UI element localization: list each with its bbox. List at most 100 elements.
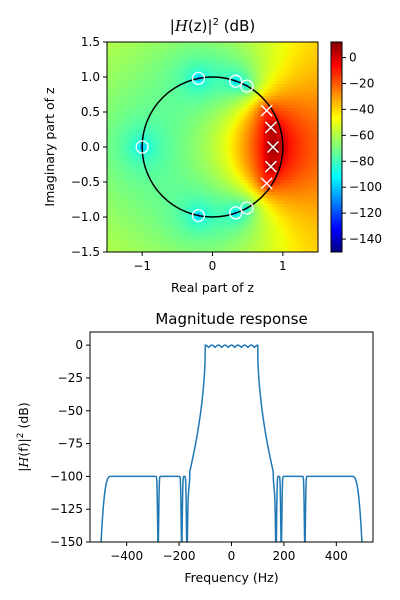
heatmap-cell	[113, 120, 117, 124]
heatmap-cell	[125, 195, 129, 199]
heatmap-cell	[167, 195, 171, 199]
heatmap-cell	[296, 195, 301, 199]
heatmap-cell	[149, 63, 153, 67]
heatmap-cell	[125, 180, 129, 184]
heatmap-cell	[221, 240, 226, 244]
heatmap-cell	[107, 243, 111, 247]
heatmap-cell	[155, 123, 159, 127]
heatmap-cell	[269, 111, 274, 115]
heatmap-cell	[116, 231, 120, 235]
pz-y-tick-label: 1.5	[81, 35, 100, 49]
heatmap-cell	[212, 249, 217, 252]
heatmap-cell	[116, 126, 120, 130]
heatmap-cell	[182, 204, 186, 208]
heatmap-cell	[158, 195, 162, 199]
heatmap-cell	[221, 45, 226, 49]
heatmap-cell	[299, 189, 304, 193]
heatmap-cell	[311, 87, 316, 91]
heatmap-cell	[236, 246, 241, 250]
heatmap-cell	[191, 90, 196, 94]
heatmap-cell	[197, 189, 202, 193]
heatmap-cell	[164, 234, 168, 238]
heatmap-cell	[293, 126, 298, 130]
heatmap-cell	[275, 114, 280, 118]
heatmap-cell	[161, 135, 165, 139]
heatmap-cell	[122, 171, 126, 175]
heatmap-cell	[212, 210, 217, 214]
heatmap-cell	[164, 210, 168, 214]
heatmap-cell	[116, 240, 120, 244]
heatmap-cell	[122, 111, 126, 115]
heatmap-cell	[221, 165, 226, 169]
heatmap-cell	[254, 105, 259, 109]
heatmap-cell	[290, 114, 295, 118]
pole-marker	[266, 140, 280, 154]
heatmap-cell	[203, 48, 208, 52]
heatmap-cell	[302, 222, 307, 226]
heatmap-cell	[221, 201, 226, 205]
mr-y-tick-label: −75	[58, 437, 83, 451]
heatmap-cell	[266, 54, 271, 58]
heatmap-cell	[200, 153, 205, 157]
heatmap-cell	[287, 219, 292, 223]
heatmap-cell	[164, 222, 168, 226]
heatmap-cell	[122, 168, 126, 172]
heatmap-cell	[314, 144, 318, 148]
heatmap-cell	[197, 108, 202, 112]
heatmap-cell	[110, 168, 114, 172]
heatmap-cell	[203, 204, 208, 208]
heatmap-cell	[161, 78, 165, 82]
heatmap-cell	[242, 159, 247, 163]
heatmap-cell	[233, 51, 238, 55]
heatmap-cell	[227, 93, 232, 97]
heatmap-cell	[134, 243, 138, 247]
heatmap-cell	[275, 108, 280, 112]
heatmap-cell	[203, 195, 208, 199]
heatmap-cell	[170, 63, 174, 67]
heatmap-cell	[278, 69, 283, 73]
heatmap-cell	[179, 144, 183, 148]
heatmap-cell	[230, 201, 235, 205]
heatmap-cell	[149, 114, 153, 118]
heatmap-cell	[287, 93, 292, 97]
heatmap-cell	[224, 231, 229, 235]
heatmap-cell	[245, 114, 250, 118]
heatmap-cell	[179, 120, 183, 124]
heatmap-cell	[164, 165, 168, 169]
heatmap-cell	[308, 66, 313, 70]
heatmap-cell	[293, 84, 298, 88]
heatmap-cell	[125, 132, 129, 136]
heatmap-cell	[197, 81, 202, 85]
heatmap-cell	[143, 120, 147, 124]
heatmap-cell	[137, 102, 141, 106]
heatmap-cell	[224, 117, 229, 121]
heatmap-cell	[125, 48, 129, 52]
heatmap-cell	[305, 81, 310, 85]
heatmap-cell	[227, 84, 232, 88]
heatmap-cell	[227, 243, 232, 247]
heatmap-cell	[134, 114, 138, 118]
heatmap-cell	[287, 108, 292, 112]
heatmap-cell	[161, 102, 165, 106]
heatmap-cell	[110, 51, 114, 55]
heatmap-cell	[254, 216, 259, 220]
heatmap-cell	[110, 141, 114, 145]
heatmap-cell	[224, 138, 229, 142]
heatmap-cell	[293, 228, 298, 232]
heatmap-cell	[137, 63, 141, 67]
heatmap-cell	[116, 60, 120, 64]
heatmap-cell	[257, 207, 262, 211]
heatmap-cell	[158, 75, 162, 79]
heatmap-cell	[281, 108, 286, 112]
heatmap-cell	[281, 213, 286, 217]
heatmap-cell	[164, 201, 168, 205]
heatmap-cell	[230, 108, 235, 112]
heatmap-cell	[233, 75, 238, 79]
heatmap-cell	[167, 75, 171, 79]
heatmap-cell	[194, 117, 199, 121]
heatmap-cell	[308, 213, 313, 217]
heatmap-cell	[248, 180, 253, 184]
heatmap-cell	[251, 69, 256, 73]
mr-x-tick-label: 400	[325, 549, 348, 563]
heatmap-cell	[248, 78, 253, 82]
